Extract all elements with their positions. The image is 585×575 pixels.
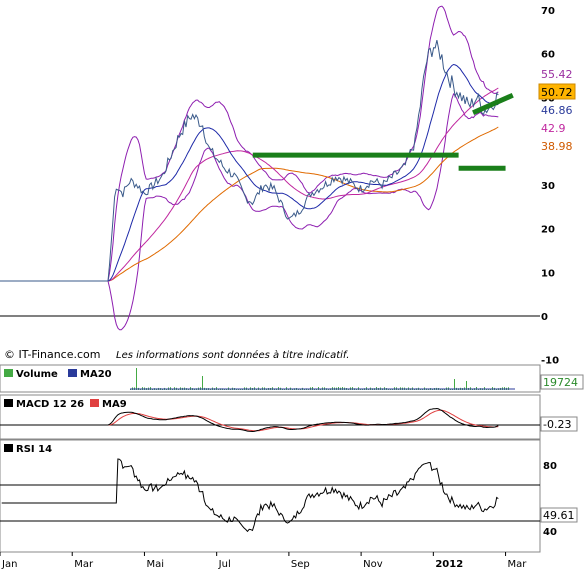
x-tick-label: Sep (291, 559, 310, 570)
price-y-tick: 30 (541, 181, 555, 192)
volume-last-box (540, 374, 584, 390)
bollinger-lower (0, 93, 499, 331)
macd-panel: MACD 12 26 MA9 -0.23 (0, 394, 578, 440)
volume-bar (454, 379, 455, 390)
price-y-tick: 0 (541, 312, 548, 323)
trendlines (252, 92, 514, 171)
macd-legend-label: MACD 12 26 (16, 399, 84, 410)
ma50-line (0, 87, 499, 282)
rsi-tick-80: 80 (543, 461, 557, 472)
value-label: 46.86 (541, 104, 573, 117)
macd-line (0, 407, 499, 433)
price-line (0, 39, 499, 282)
volume-bar (202, 376, 203, 390)
price-panel: 010203040506070-10 55.4250.7246.8642.938… (0, 5, 576, 367)
x-tick-label: Mar (508, 559, 528, 570)
price-y-tick: 10 (541, 268, 555, 279)
ma20-line (0, 63, 499, 282)
trendline (472, 92, 514, 116)
macd-last-box (540, 416, 578, 432)
value-label-box (538, 65, 576, 82)
rsi-legend-swatch (4, 444, 13, 452)
macd-signal-line (0, 409, 499, 432)
price-y-tick: 70 (541, 6, 555, 17)
x-tick-label: Mai (146, 559, 164, 570)
value-label-box (538, 119, 576, 136)
volume-bar (466, 381, 467, 390)
volume-frame (0, 364, 541, 393)
bollinger-upper (0, 5, 499, 282)
price-y-tick: 60 (541, 50, 555, 61)
value-label-box (538, 83, 576, 100)
volume-ma20-legend-swatch (68, 369, 77, 377)
volume-bar (136, 368, 137, 390)
price-y-tick: -10 (541, 356, 559, 367)
x-tick-label: Jan (1, 559, 17, 570)
price-series (0, 39, 499, 282)
rsi-line (1, 458, 499, 533)
macd-frame (0, 394, 541, 440)
rsi-panel: RSI 14 80 40 49.61 (0, 439, 578, 553)
macd-last-label: -0.23 (543, 418, 571, 431)
value-label-box (538, 101, 576, 118)
rsi-series (1, 458, 499, 533)
value-label: 38.98 (541, 140, 573, 153)
x-axis: Jan Mar Mai Jul Sep Nov 2012 Mar (0, 552, 527, 570)
value-label: 55.42 (541, 68, 573, 81)
macd-legend-swatch (4, 399, 13, 407)
macd-series (0, 407, 499, 433)
rsi-legend-label: RSI 14 (16, 444, 52, 455)
volume-bars (130, 368, 515, 390)
moving-averages (0, 63, 499, 282)
x-tick-label: Nov (363, 559, 383, 570)
price-y-axis: 010203040506070-10 (541, 6, 559, 367)
value-label: 50.72 (541, 86, 573, 99)
price-y-tick: 20 (541, 225, 555, 236)
rsi-last-label: 49.61 (543, 509, 575, 522)
x-tick-label: 2012 (435, 559, 463, 570)
x-tick-label: Jul (218, 559, 231, 570)
macd-signal-legend-swatch (90, 399, 99, 407)
disclaimer-text: Les informations sont données à titre in… (116, 349, 349, 361)
volume-last-label: 19724 (543, 376, 578, 389)
rsi-last-box (540, 507, 578, 523)
volume-legend-label: Volume (16, 369, 58, 380)
volume-panel: Volume MA20 19724 (0, 364, 584, 393)
rsi-frame (0, 439, 541, 553)
macd-signal-legend-label: MA9 (102, 399, 127, 410)
volume-legend-swatch (4, 369, 13, 377)
volume-ma20-legend-label: MA20 (80, 369, 112, 380)
rsi-tick-40: 40 (543, 527, 557, 538)
value-labels: 55.42 50.72 46.86 42.9 38.98 (538, 65, 576, 154)
value-label: 42.9 (541, 122, 566, 135)
value-label-box (538, 137, 576, 154)
source-text: © IT-Finance.com (4, 348, 101, 361)
source-line: © IT-Finance.com Les informations sont d… (4, 348, 349, 361)
x-tick-label: Mar (74, 559, 94, 570)
